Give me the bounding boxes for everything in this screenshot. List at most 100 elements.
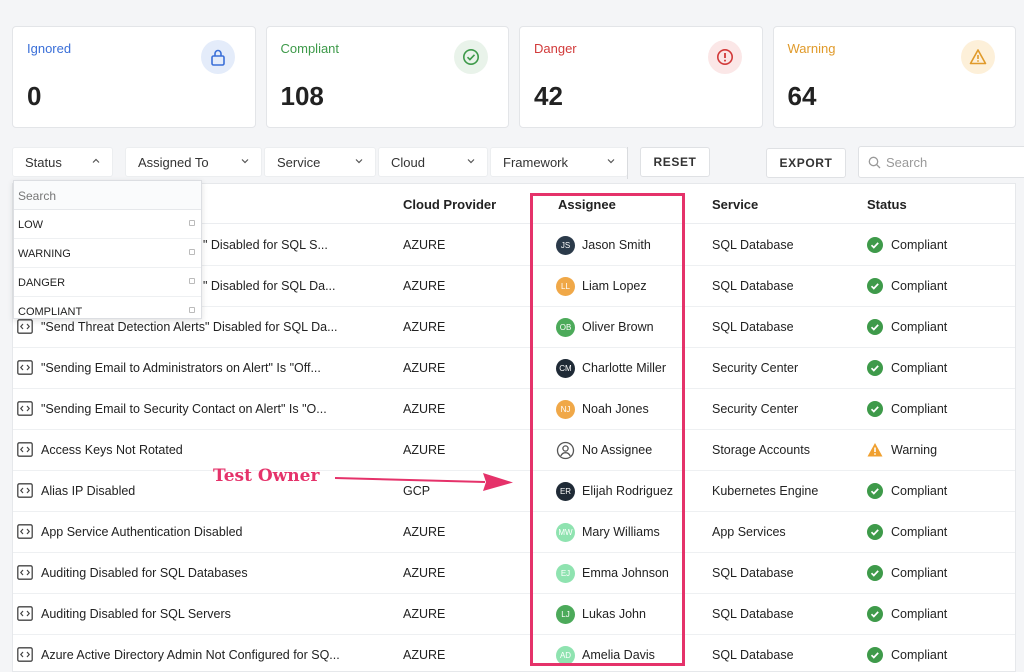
- service-name: App Services: [712, 525, 786, 539]
- service-filter[interactable]: Service: [264, 147, 376, 177]
- chevron-up-icon: [92, 158, 100, 163]
- cloud-provider: AZURE: [403, 443, 446, 457]
- code-brackets-icon: [17, 524, 33, 539]
- annotation-arrow-icon: [335, 473, 513, 491]
- card-ignored[interactable]: Ignored 0: [12, 26, 256, 128]
- assignee-name[interactable]: Charlotte Miller: [582, 361, 667, 375]
- column-header-cloud-provider[interactable]: Cloud Provider: [403, 197, 497, 212]
- service-filter-label: Service: [277, 154, 321, 170]
- cloud-provider: AZURE: [403, 402, 446, 416]
- check-circle-icon: [867, 319, 883, 335]
- status-badge: Compliant: [891, 566, 948, 580]
- dropdown-option-compliant[interactable]: COMPLIANT: [14, 297, 201, 326]
- card-value: 42: [534, 81, 563, 111]
- table-row[interactable]: Auditing Disabled for SQL Servers AZURE LJ…: [13, 594, 1015, 635]
- status-badge: Compliant: [891, 648, 948, 662]
- option-label: COMPLIANT: [18, 306, 83, 318]
- table-row[interactable]: Access Keys Not Rotated AZURE No Assignee S…: [13, 430, 1015, 471]
- code-brackets-icon: [17, 647, 33, 662]
- assignee-name[interactable]: Mary Williams: [582, 525, 660, 539]
- table-row[interactable]: " Disabled for SQL S... AZURE JS Jason Smit…: [13, 225, 1015, 266]
- cloud-provider: AZURE: [403, 607, 446, 621]
- assignee-name[interactable]: Oliver Brown: [582, 320, 654, 334]
- rule-name[interactable]: App Service Authentication Disabled: [41, 525, 243, 539]
- code-brackets-icon: [17, 319, 33, 334]
- checkbox[interactable]: [189, 278, 195, 284]
- card-label: Compliant: [280, 41, 340, 56]
- chevron-down-icon: [467, 159, 475, 164]
- status-filter[interactable]: Status: [12, 147, 113, 177]
- rule-name[interactable]: Auditing Disabled for SQL Databases: [41, 566, 248, 580]
- rule-name[interactable]: "Sending Email to Administrators on Aler…: [41, 361, 321, 375]
- status-badge: Compliant: [891, 484, 948, 498]
- card-compliant[interactable]: Compliant 108: [265, 26, 509, 128]
- table-row[interactable]: "Send Threat Detection Alerts" Disabled …: [13, 307, 1015, 348]
- card-danger[interactable]: Danger 42: [519, 26, 763, 128]
- chevron-down-icon: [355, 159, 363, 164]
- rule-name[interactable]: " Disabled for SQL Da...: [203, 279, 336, 293]
- rule-name[interactable]: " Disabled for SQL S...: [203, 238, 328, 252]
- table-row[interactable]: " Disabled for SQL Da... AZURE LL Liam Lope…: [13, 266, 1015, 307]
- table-row[interactable]: Auditing Disabled for SQL Databases AZURE…: [13, 553, 1015, 594]
- chevron-down-icon: [241, 159, 249, 164]
- assignee-name[interactable]: Amelia Davis: [582, 648, 655, 662]
- checkbox[interactable]: [189, 307, 195, 313]
- assignee-name[interactable]: Noah Jones: [582, 402, 649, 416]
- cloud-provider: AZURE: [403, 320, 446, 334]
- table-row[interactable]: "Sending Email to Security Contact on Al…: [13, 389, 1015, 430]
- check-circle-icon: [867, 647, 883, 663]
- exclamation-circle-icon: [707, 40, 742, 74]
- cloud-provider: AZURE: [403, 566, 446, 580]
- status-badge: Compliant: [891, 320, 948, 334]
- framework-filter[interactable]: Framework: [490, 147, 628, 177]
- column-header-assignee[interactable]: Assignee: [558, 197, 616, 212]
- check-circle-icon: [867, 237, 883, 253]
- rule-name[interactable]: "Sending Email to Security Contact on Al…: [41, 402, 327, 416]
- service-name: Kubernetes Engine: [712, 484, 819, 498]
- search-input[interactable]: Search: [858, 146, 1024, 178]
- assignee-name[interactable]: Jason Smith: [582, 238, 651, 252]
- assignee-name[interactable]: No Assignee: [582, 443, 653, 457]
- dropdown-option-warning[interactable]: WARNING: [14, 239, 201, 268]
- checkbox[interactable]: [189, 220, 195, 226]
- cloud-provider: AZURE: [403, 279, 446, 293]
- card-warning[interactable]: Warning 64: [772, 26, 1016, 128]
- status-badge: Compliant: [891, 525, 948, 539]
- rule-name[interactable]: "Send Threat Detection Alerts" Disabled …: [41, 320, 338, 334]
- service-name: SQL Database: [712, 279, 794, 293]
- check-circle-icon: [454, 40, 488, 74]
- table-row[interactable]: App Service Authentication Disabled AZURE…: [13, 512, 1015, 553]
- export-button[interactable]: EXPORT: [766, 148, 846, 178]
- rule-name[interactable]: Azure Active Directory Admin Not Configu…: [41, 648, 340, 662]
- check-circle-icon: [867, 606, 883, 622]
- status-badge: Compliant: [891, 238, 948, 252]
- rule-name[interactable]: Auditing Disabled for SQL Servers: [41, 607, 231, 621]
- reset-button[interactable]: RESET: [640, 147, 710, 177]
- cloud-filter-label: Cloud: [391, 154, 425, 170]
- table-row[interactable]: Azure Active Directory Admin Not Configu…: [13, 635, 1015, 671]
- checkbox[interactable]: [189, 249, 195, 255]
- card-value: 0: [27, 81, 42, 111]
- dropdown-search-input[interactable]: Search: [14, 181, 201, 210]
- rule-name[interactable]: Alias IP Disabled: [41, 484, 136, 498]
- dropdown-option-danger[interactable]: DANGER: [14, 268, 201, 297]
- avatar: LL: [556, 277, 575, 296]
- cloud-filter[interactable]: Cloud: [378, 147, 488, 177]
- check-circle-icon: [867, 278, 883, 294]
- assignee-name[interactable]: Elijah Rodriguez: [582, 484, 674, 498]
- table-row[interactable]: Alias IP Disabled GCP ER Elijah Rodriguez Ku…: [13, 471, 1015, 512]
- avatar: NJ: [556, 400, 575, 419]
- cloud-provider: AZURE: [403, 525, 446, 539]
- column-header-service[interactable]: Service: [712, 197, 759, 212]
- search-icon: [868, 156, 881, 169]
- avatar: OB: [556, 318, 575, 337]
- dropdown-option-low[interactable]: LOW: [14, 210, 201, 239]
- assignee-name[interactable]: Liam Lopez: [582, 279, 647, 293]
- assignee-name[interactable]: Emma Johnson: [582, 566, 669, 580]
- table-row[interactable]: "Sending Email to Administrators on Aler…: [13, 348, 1015, 389]
- status-badge: Compliant: [891, 402, 948, 416]
- rule-name[interactable]: Access Keys Not Rotated: [41, 443, 183, 457]
- assigned-to-filter[interactable]: Assigned To: [125, 147, 262, 177]
- column-header-status[interactable]: Status: [867, 197, 907, 212]
- assignee-name[interactable]: Lukas John: [582, 607, 646, 621]
